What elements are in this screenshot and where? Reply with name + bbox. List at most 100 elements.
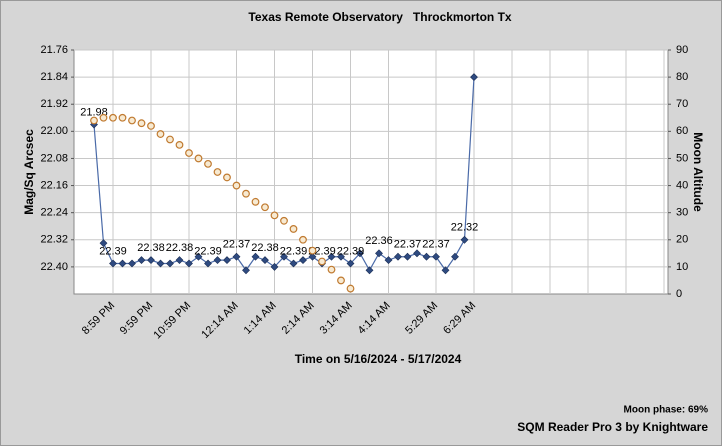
sqm-point (147, 256, 155, 265)
moon-point (261, 203, 269, 212)
moon-point (299, 235, 307, 244)
sqm-point (413, 249, 421, 258)
sqm-point (270, 262, 279, 271)
moon-point (118, 113, 127, 122)
sqm-point (441, 266, 450, 275)
value-label: 22.39 (337, 245, 365, 257)
sqm-point (166, 259, 174, 268)
value-label: 22.37 (394, 239, 422, 251)
y2-tick-label: 30 (676, 207, 688, 219)
moon-point (99, 113, 108, 122)
y2-tick-label: 50 (676, 152, 688, 164)
y-tick-label: 22.40 (40, 261, 68, 273)
value-label: 22.38 (251, 242, 279, 254)
value-label: 22.32 (451, 222, 479, 234)
moon-point (137, 119, 146, 128)
sqm-point (242, 266, 250, 275)
sqm-point (175, 256, 184, 265)
sqm-point (204, 259, 212, 268)
moon-point (346, 284, 355, 293)
y-tick-label: 21.76 (40, 44, 68, 56)
sqm-point (223, 256, 231, 265)
moon-point (242, 189, 250, 198)
y-tick-label: 21.92 (40, 98, 68, 110)
sqm-point (299, 256, 307, 265)
sqm-point (384, 256, 393, 265)
sqm-point (346, 259, 355, 268)
sqm-point (194, 252, 203, 261)
y-tick-label: 22.00 (40, 125, 68, 137)
sqm-point (356, 249, 364, 258)
y-axis-label: Mag/Sq Arcsec (22, 129, 36, 215)
x-axis-label: Time on 5/16/2024 - 5/17/2024 (295, 352, 462, 366)
moon-phase: Moon phase: 69% (624, 405, 709, 416)
value-label: 22.39 (280, 245, 308, 257)
moon-point (327, 265, 336, 274)
sqm-point (451, 252, 459, 261)
y2-tick-label: 20 (676, 234, 688, 246)
moon-point (318, 257, 326, 266)
sqm-point (280, 252, 288, 261)
moon-point (204, 159, 212, 168)
moon-point (289, 225, 298, 233)
y-tick-label: 22.32 (40, 234, 68, 246)
moon-point (147, 122, 155, 130)
moon-point (223, 173, 231, 182)
moon-point (166, 135, 174, 144)
y2-tick-label: 10 (676, 261, 688, 273)
y2-tick-label: 0 (676, 288, 682, 300)
y2-axis-label: Moon Altitude (691, 132, 705, 212)
y2-tick-label: 60 (676, 125, 688, 137)
value-label: 22.38 (166, 242, 194, 254)
credit: SQM Reader Pro 3 by Knightware (517, 420, 708, 434)
chart-title: Texas Remote Observatory Throckmorton Tx (248, 10, 512, 24)
moon-point (128, 116, 136, 125)
sqm-point (232, 252, 241, 261)
value-label: 22.39 (99, 245, 127, 257)
sqm-point (213, 256, 222, 265)
sqm-point (185, 259, 193, 268)
moon-point (213, 168, 222, 176)
sqm-point (289, 259, 298, 268)
sqm-point (156, 259, 165, 268)
y2-tick-label: 40 (676, 179, 688, 191)
moon-point (109, 113, 117, 122)
sqm-point (327, 252, 336, 261)
sqm-point (251, 252, 260, 261)
sqm-point (337, 252, 345, 261)
moon-point (156, 130, 165, 138)
moon-point (270, 211, 279, 220)
sqm-point (109, 259, 117, 268)
value-label: 22.37 (422, 239, 450, 251)
sqm-point (470, 73, 478, 82)
sqm-point (365, 266, 374, 275)
sqm-point (403, 252, 412, 261)
sqm-point (128, 259, 136, 268)
value-label: 22.36 (365, 235, 393, 247)
y-tick-label: 22.16 (40, 179, 68, 191)
moon-point (251, 197, 260, 206)
sqm-point (99, 239, 108, 248)
moon-point (194, 154, 203, 163)
sqm-point (118, 259, 127, 268)
sqm-point (261, 256, 269, 265)
sqm-point (422, 252, 431, 261)
y-tick-label: 22.24 (40, 207, 68, 219)
moon-point (185, 149, 193, 157)
moon-point (90, 116, 98, 125)
moon-point (337, 276, 345, 285)
sqm-point (137, 256, 146, 265)
moon-point (232, 181, 241, 190)
sqm-point (308, 252, 317, 261)
moon-point (280, 216, 288, 225)
sqm-point (394, 252, 402, 261)
value-label: 22.37 (223, 239, 251, 251)
y2-tick-label: 90 (676, 44, 688, 56)
value-label: 22.38 (137, 242, 165, 254)
moon-point (175, 140, 184, 149)
y-tick-label: 21.84 (40, 71, 68, 83)
sqm-point (460, 235, 469, 244)
value-label: 22.39 (194, 245, 222, 257)
y-tick-label: 22.08 (40, 152, 68, 164)
